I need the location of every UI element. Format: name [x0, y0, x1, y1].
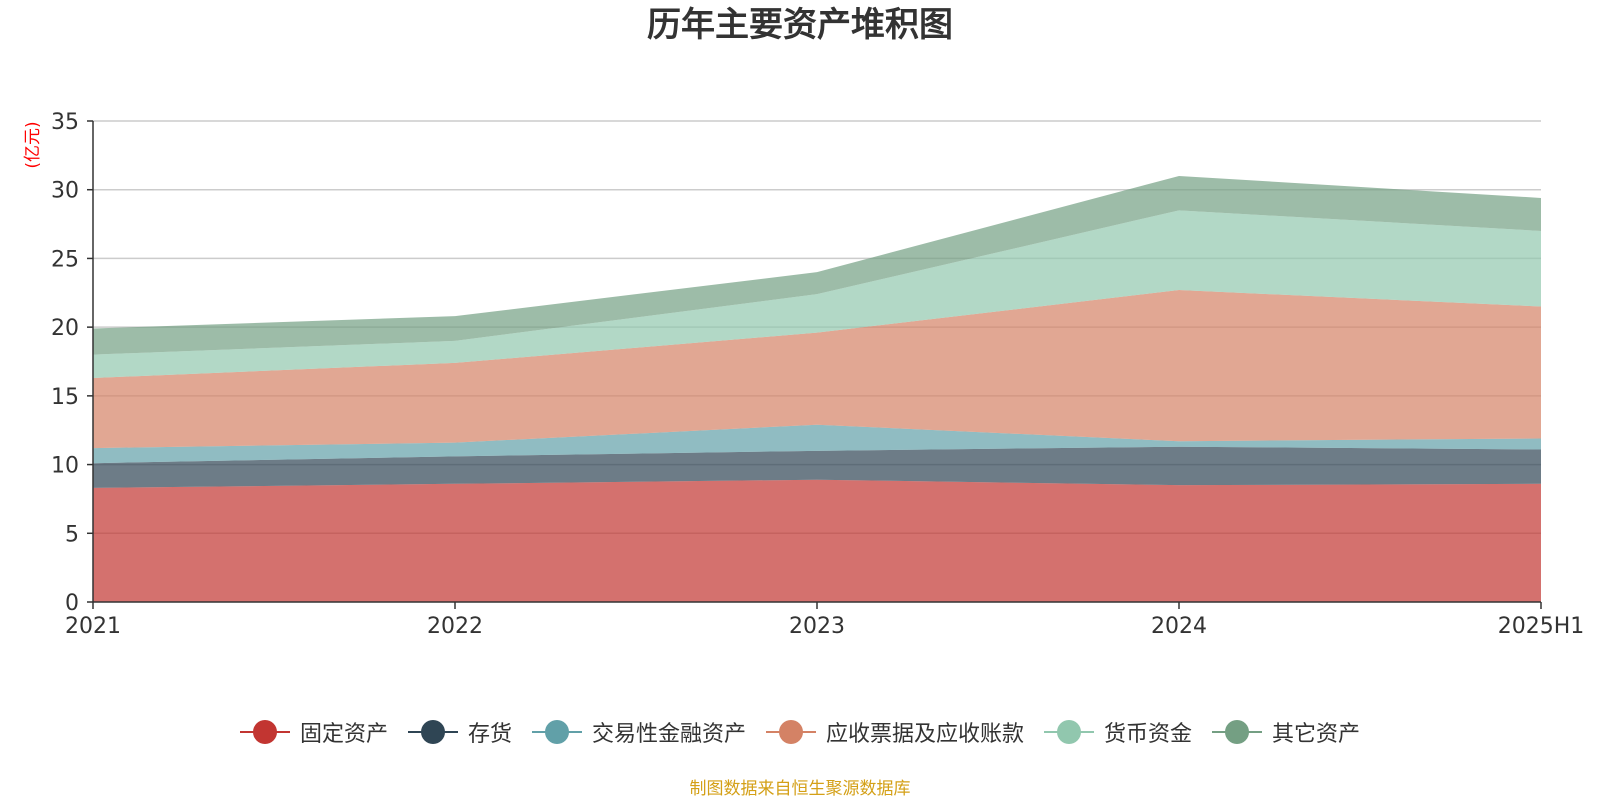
- legend-label: 其它资产: [1272, 722, 1361, 747]
- legend-label: 货币资金: [1104, 722, 1193, 747]
- y-tick-label-35: 35: [51, 110, 79, 135]
- area-1: [93, 479, 1541, 602]
- y-tick-label-15: 15: [51, 385, 79, 410]
- x-tick-label-2: 2023: [789, 614, 845, 639]
- x-tick-label-1: 2022: [427, 614, 483, 639]
- source-note: 制图数据来自恒生聚源数据库: [689, 779, 911, 799]
- x-tick-label-3: 2024: [1151, 614, 1207, 639]
- y-tick-label-5: 5: [65, 522, 79, 547]
- area-series: [93, 175, 1541, 602]
- legend-marker-icon: [1044, 719, 1095, 745]
- legend-item-1[interactable]: 固定资产: [239, 716, 388, 748]
- legend-item-5[interactable]: 货币资金: [1044, 716, 1192, 748]
- legend-label: 应收票据及应收账款: [826, 722, 1025, 747]
- y-tick-label-20: 20: [51, 316, 79, 341]
- y-tick-label-30: 30: [51, 179, 79, 204]
- legend-marker-icon: [239, 719, 290, 745]
- legend-label: 存货: [467, 722, 512, 747]
- legend-item-2[interactable]: 存货: [407, 716, 512, 748]
- chart-title: 历年主要资产堆积图: [647, 5, 953, 45]
- y-axis-label: (亿元): [23, 121, 43, 168]
- legend-marker-icon: [407, 719, 458, 745]
- x-tick-label-0: 2021: [65, 614, 121, 639]
- x-tick-label-4: 2025H1: [1498, 614, 1585, 639]
- legend-item-3[interactable]: 交易性金融资产: [531, 716, 746, 748]
- y-tick-label-25: 25: [51, 247, 79, 272]
- legend-marker-icon: [766, 719, 816, 745]
- legend-marker-icon: [531, 719, 582, 745]
- area-3: [93, 424, 1541, 464]
- area-2: [93, 446, 1541, 488]
- legend-label: 交易性金融资产: [591, 722, 746, 747]
- legend-item-6[interactable]: 其它资产: [1212, 716, 1360, 748]
- legend-marker-icon: [1212, 719, 1263, 745]
- legend: 固定资产 存货 交易性金融资产 应收票据及应收账款 货币资金 其它资产: [0, 716, 1600, 748]
- y-tick-label-10: 10: [51, 454, 79, 479]
- legend-item-4[interactable]: 应收票据及应收账款: [766, 716, 1024, 748]
- area-6: [93, 175, 1541, 355]
- axes: 0 5 10 15 20 25 30 35 2021 2022 2023 2024 2025H1: [51, 110, 1584, 639]
- legend-label: 固定资产: [299, 722, 388, 747]
- y-tick-label-0: 0: [65, 591, 79, 616]
- area-4: [93, 290, 1541, 449]
